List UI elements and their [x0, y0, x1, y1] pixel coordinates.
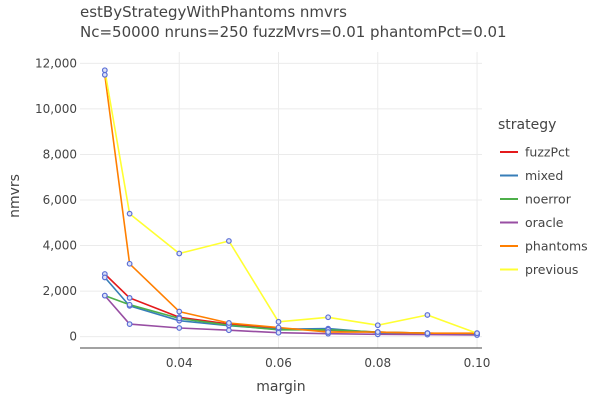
data-point-fuzzPct — [126, 295, 133, 301]
data-point-previous — [474, 330, 480, 337]
legend-title: strategy — [498, 117, 556, 133]
y-tick-label: 4,000 — [43, 239, 77, 253]
data-point-oracle — [225, 327, 232, 334]
y-tick-label: 12,000 — [35, 56, 77, 70]
legend-label-noerror: noerror — [525, 192, 572, 207]
data-point-previous — [275, 318, 282, 325]
data-point-phantoms — [325, 329, 332, 335]
data-point-previous — [374, 322, 381, 329]
data-point-previous — [126, 210, 133, 217]
y-tick-label: 10,000 — [35, 102, 77, 116]
x-tick-label: 0.04 — [166, 356, 193, 370]
data-point-phantoms — [101, 71, 108, 78]
legend-label-phantoms: phantoms — [525, 239, 588, 254]
series-lines — [104, 70, 478, 336]
data-point-mixed — [101, 274, 108, 281]
data-point-previous — [325, 314, 332, 321]
data-point-previous — [424, 312, 431, 318]
x-tick-label: 0.06 — [265, 356, 292, 370]
data-point-previous — [225, 238, 232, 244]
grid — [80, 52, 482, 348]
series-line-fuzzPct — [104, 273, 478, 335]
y-tick-label: 6,000 — [43, 193, 77, 207]
series-line-phantoms — [104, 74, 477, 335]
chart-subtitle: Nc=50000 nruns=250 fuzzMvrs=0.01 phantom… — [80, 23, 507, 41]
y-tick-label: 2,000 — [43, 284, 77, 298]
data-point-noerror — [126, 301, 133, 308]
x-tick-label: 0.08 — [364, 356, 391, 370]
legend-label-previous: previous — [525, 262, 578, 277]
legend-label-mixed: mixed — [525, 168, 563, 183]
data-point-phantoms — [374, 329, 381, 335]
data-point-noerror — [176, 315, 183, 322]
data-point-oracle — [176, 325, 183, 331]
data-point-oracle — [126, 321, 133, 327]
data-point-phantoms — [424, 330, 431, 337]
chart-title: estByStrategyWithPhantoms nmvrs — [80, 3, 347, 21]
data-point-previous — [176, 250, 183, 257]
legend: strategy fuzzPct mixed noerror oracle phanto… — [498, 117, 588, 277]
data-point-phantoms — [275, 324, 282, 331]
tick-labels: 0 2,000 4,000 6,000 8,000 10,000 12,000 0.04 0.0… — [35, 56, 490, 370]
data-point-phantoms — [176, 308, 183, 315]
data-point-phantoms — [126, 260, 133, 267]
y-axis-title: nmvrs — [7, 174, 23, 218]
y-tick-label: 8,000 — [43, 147, 77, 161]
legend-label-fuzzPct: fuzzPct — [525, 145, 570, 160]
x-axis-title: margin — [256, 379, 305, 395]
legend-label-oracle: oracle — [525, 215, 564, 230]
data-point-previous — [101, 67, 108, 74]
x-tick-label: 0.10 — [464, 356, 491, 370]
legend-items: fuzzPct mixed noerror oracle phantoms previou… — [500, 145, 588, 277]
data-point-oracle — [101, 292, 108, 299]
data-point-oracle — [275, 329, 282, 336]
y-tick-label: 0 — [69, 330, 77, 344]
data-point-phantoms — [225, 320, 232, 326]
data-points — [101, 67, 480, 338]
